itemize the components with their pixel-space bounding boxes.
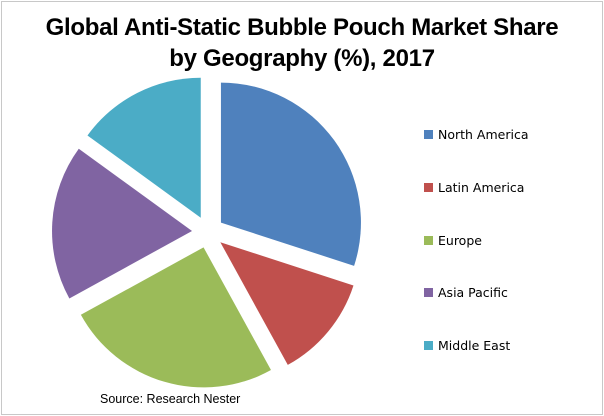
legend-label: North America [438,126,529,142]
legend-swatch [424,182,433,192]
chart-title-line-2: by Geography (%), 2017 [169,45,435,72]
legend-item-europe: Europe [424,232,482,248]
legend-swatch [424,287,433,297]
pie-slice-asia-pacific [52,148,193,299]
chart-title-line-1: Global Anti-Static Bubble Pouch Market S… [45,14,559,41]
legend-label: Europe [438,232,482,248]
pie-slice-middle-east [87,77,201,218]
legend-item-asia-pacific: Asia Pacific [424,284,508,300]
pie-slice-europe [80,247,271,388]
legend-item-north-america: North America [424,126,529,142]
pie-slice-north-america [220,82,361,266]
legend-item-middle-east: Middle East [424,337,510,353]
legend-label: Asia Pacific [438,284,508,300]
legend-label: Latin America [438,179,525,195]
pie-slice-latin-america [220,242,354,365]
legend-label: Middle East [438,337,511,353]
legend-swatch [424,235,433,245]
legend-swatch [424,340,433,350]
chart-title: Global Anti-Static Bubble Pouch Market S… [0,12,604,74]
legend-item-latin-america: Latin America [424,179,524,195]
source-note: Source: Research Nester [100,392,241,406]
legend-swatch [424,129,433,139]
